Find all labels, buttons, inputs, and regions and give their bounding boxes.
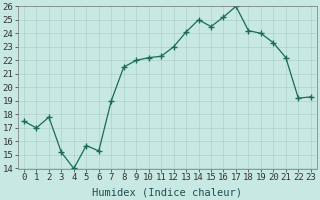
X-axis label: Humidex (Indice chaleur): Humidex (Indice chaleur)	[92, 187, 242, 197]
